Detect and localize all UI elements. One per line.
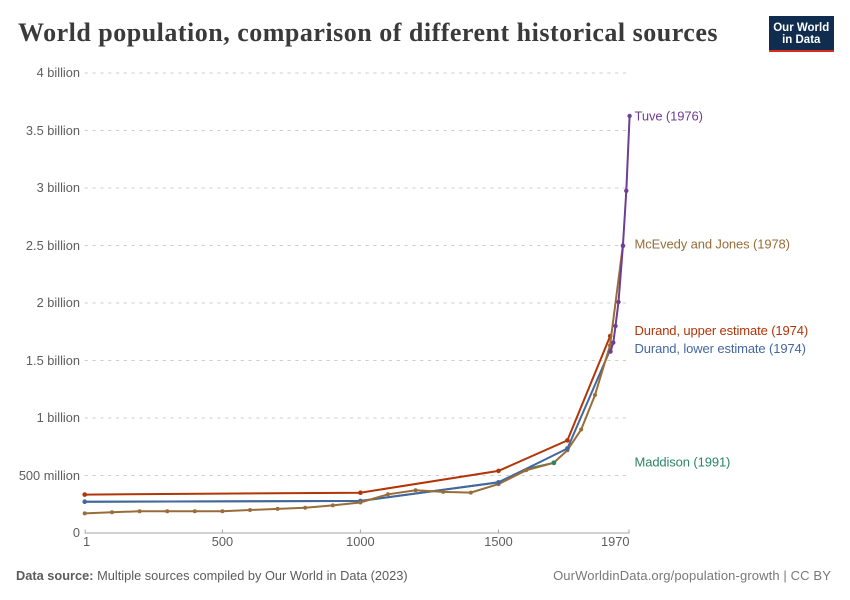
svg-text:3 billion: 3 billion bbox=[37, 180, 80, 195]
svg-text:1: 1 bbox=[83, 534, 90, 549]
svg-text:2 billion: 2 billion bbox=[37, 295, 80, 310]
svg-text:1.5 billion: 1.5 billion bbox=[26, 353, 80, 368]
svg-text:1500: 1500 bbox=[484, 534, 512, 549]
svg-text:3.5 billion: 3.5 billion bbox=[26, 123, 80, 138]
svg-text:1 billion: 1 billion bbox=[37, 410, 80, 425]
svg-text:Durand, upper estimate (1974): Durand, upper estimate (1974) bbox=[635, 323, 809, 338]
svg-text:Maddison (1991): Maddison (1991) bbox=[635, 455, 731, 470]
svg-text:1000: 1000 bbox=[346, 534, 374, 549]
svg-text:Tuve (1976): Tuve (1976) bbox=[635, 108, 703, 123]
svg-text:4 billion: 4 billion bbox=[37, 65, 80, 80]
svg-text:500 million: 500 million bbox=[19, 468, 80, 483]
svg-text:Durand, lower estimate (1974): Durand, lower estimate (1974) bbox=[635, 341, 806, 356]
svg-text:1970: 1970 bbox=[601, 534, 629, 549]
svg-text:McEvedy and Jones (1978): McEvedy and Jones (1978) bbox=[635, 237, 790, 252]
svg-text:500: 500 bbox=[212, 534, 233, 549]
svg-text:2.5 billion: 2.5 billion bbox=[26, 238, 80, 253]
svg-text:0: 0 bbox=[73, 525, 80, 540]
